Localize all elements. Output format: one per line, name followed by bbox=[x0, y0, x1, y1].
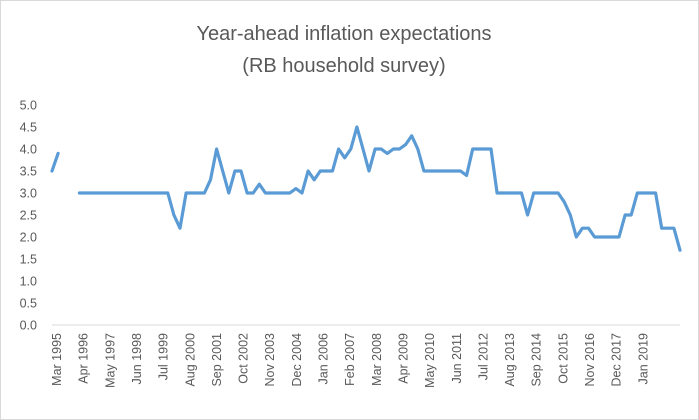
y-tick-label: 0.0 bbox=[20, 319, 37, 333]
x-tick-label: Nov 2003 bbox=[263, 333, 277, 387]
y-tick-label: 4.0 bbox=[20, 143, 37, 157]
y-tick-label: 3.5 bbox=[20, 165, 37, 179]
x-tick-label: May 1997 bbox=[103, 333, 117, 388]
x-tick-label: Dec 2004 bbox=[290, 333, 304, 387]
x-tick-label: Feb 2007 bbox=[343, 333, 357, 386]
chart-title-line-2: (RB household survey) bbox=[242, 55, 445, 77]
x-axis: Mar 1995 Apr 1996 May 1997 Jun 1998 Jul 1999… bbox=[50, 324, 680, 388]
x-tick-label: Sep 2014 bbox=[530, 333, 544, 387]
x-tick-label: Apr 2009 bbox=[396, 333, 410, 384]
series-line bbox=[77, 125, 682, 252]
y-tick-label: 1.5 bbox=[20, 253, 37, 267]
x-tick-label: Aug 2013 bbox=[503, 333, 517, 387]
x-tick-label: Oct 2015 bbox=[556, 333, 570, 384]
x-tick-label: Aug 2000 bbox=[183, 333, 197, 387]
x-tick-label: Jun 2011 bbox=[450, 333, 464, 384]
x-tick-label: Dec 2017 bbox=[610, 333, 624, 387]
plot-lines bbox=[50, 125, 682, 252]
y-tick-label: 4.5 bbox=[20, 121, 37, 135]
series-line bbox=[50, 151, 60, 173]
x-tick-label: Mar 2008 bbox=[370, 333, 384, 386]
x-tick-label: Jul 1999 bbox=[157, 333, 171, 380]
x-tick-label: Jan 2006 bbox=[317, 333, 331, 384]
y-tick-label: 2.0 bbox=[20, 231, 37, 245]
x-tick-label: May 2010 bbox=[423, 333, 437, 388]
y-tick-label: 3.0 bbox=[20, 187, 37, 201]
y-tick-label: 0.5 bbox=[20, 297, 37, 311]
x-tick-label: Jun 1998 bbox=[130, 333, 144, 384]
y-tick-label: 2.5 bbox=[20, 209, 37, 223]
x-tick-label: Jan 2019 bbox=[636, 333, 650, 384]
x-tick-label: Sep 2001 bbox=[210, 333, 224, 387]
x-tick-label: Apr 1996 bbox=[77, 333, 91, 384]
x-tick-label: Nov 2016 bbox=[583, 333, 597, 387]
x-tick-label: Jul 2012 bbox=[476, 333, 490, 380]
y-tick-label: 5.0 bbox=[20, 99, 37, 113]
x-tick-label: Oct 2002 bbox=[237, 333, 251, 384]
chart-title-line-1: Year-ahead inflation expectations bbox=[196, 23, 491, 45]
y-tick-label: 1.0 bbox=[20, 275, 37, 289]
y-axis: 0.0 0.5 1.0 1.5 2.0 2.5 3.0 3.5 4.0 4.5 5.0 bbox=[20, 99, 37, 333]
x-tick-label: Mar 1995 bbox=[50, 333, 64, 386]
